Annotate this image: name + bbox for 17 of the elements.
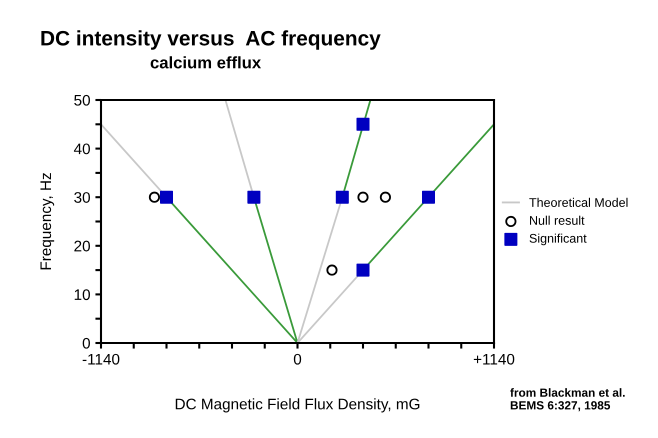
legend-label: Significant (530, 234, 587, 246)
chart-title: DC intensity versus AC frequency (41, 30, 381, 50)
x-tick-label: +1140 (474, 354, 514, 365)
x-axis-title: DC Magnetic Field Flux Density, mG (176, 398, 420, 412)
x-tick-label: 0 (294, 354, 302, 365)
y-axis-title: Frequency, Hz (40, 173, 54, 270)
chart-subtitle: calcium efflux (150, 56, 262, 68)
x-tick-label: -1140 (82, 354, 120, 365)
text: from Blackman et al. BEMS 6:327, 1985 (510, 388, 625, 412)
y-tick-label: 30 (74, 192, 90, 203)
legend-label: Theoretical Model (529, 198, 628, 207)
legend-label: Null result (530, 216, 584, 225)
y-tick-label: 40 (74, 143, 90, 154)
y-tick-label: 50 (74, 94, 90, 106)
y-tick-label: 20 (74, 240, 90, 252)
y-tick-label: 0 (82, 338, 90, 349)
y-tick-label: 10 (74, 289, 90, 300)
